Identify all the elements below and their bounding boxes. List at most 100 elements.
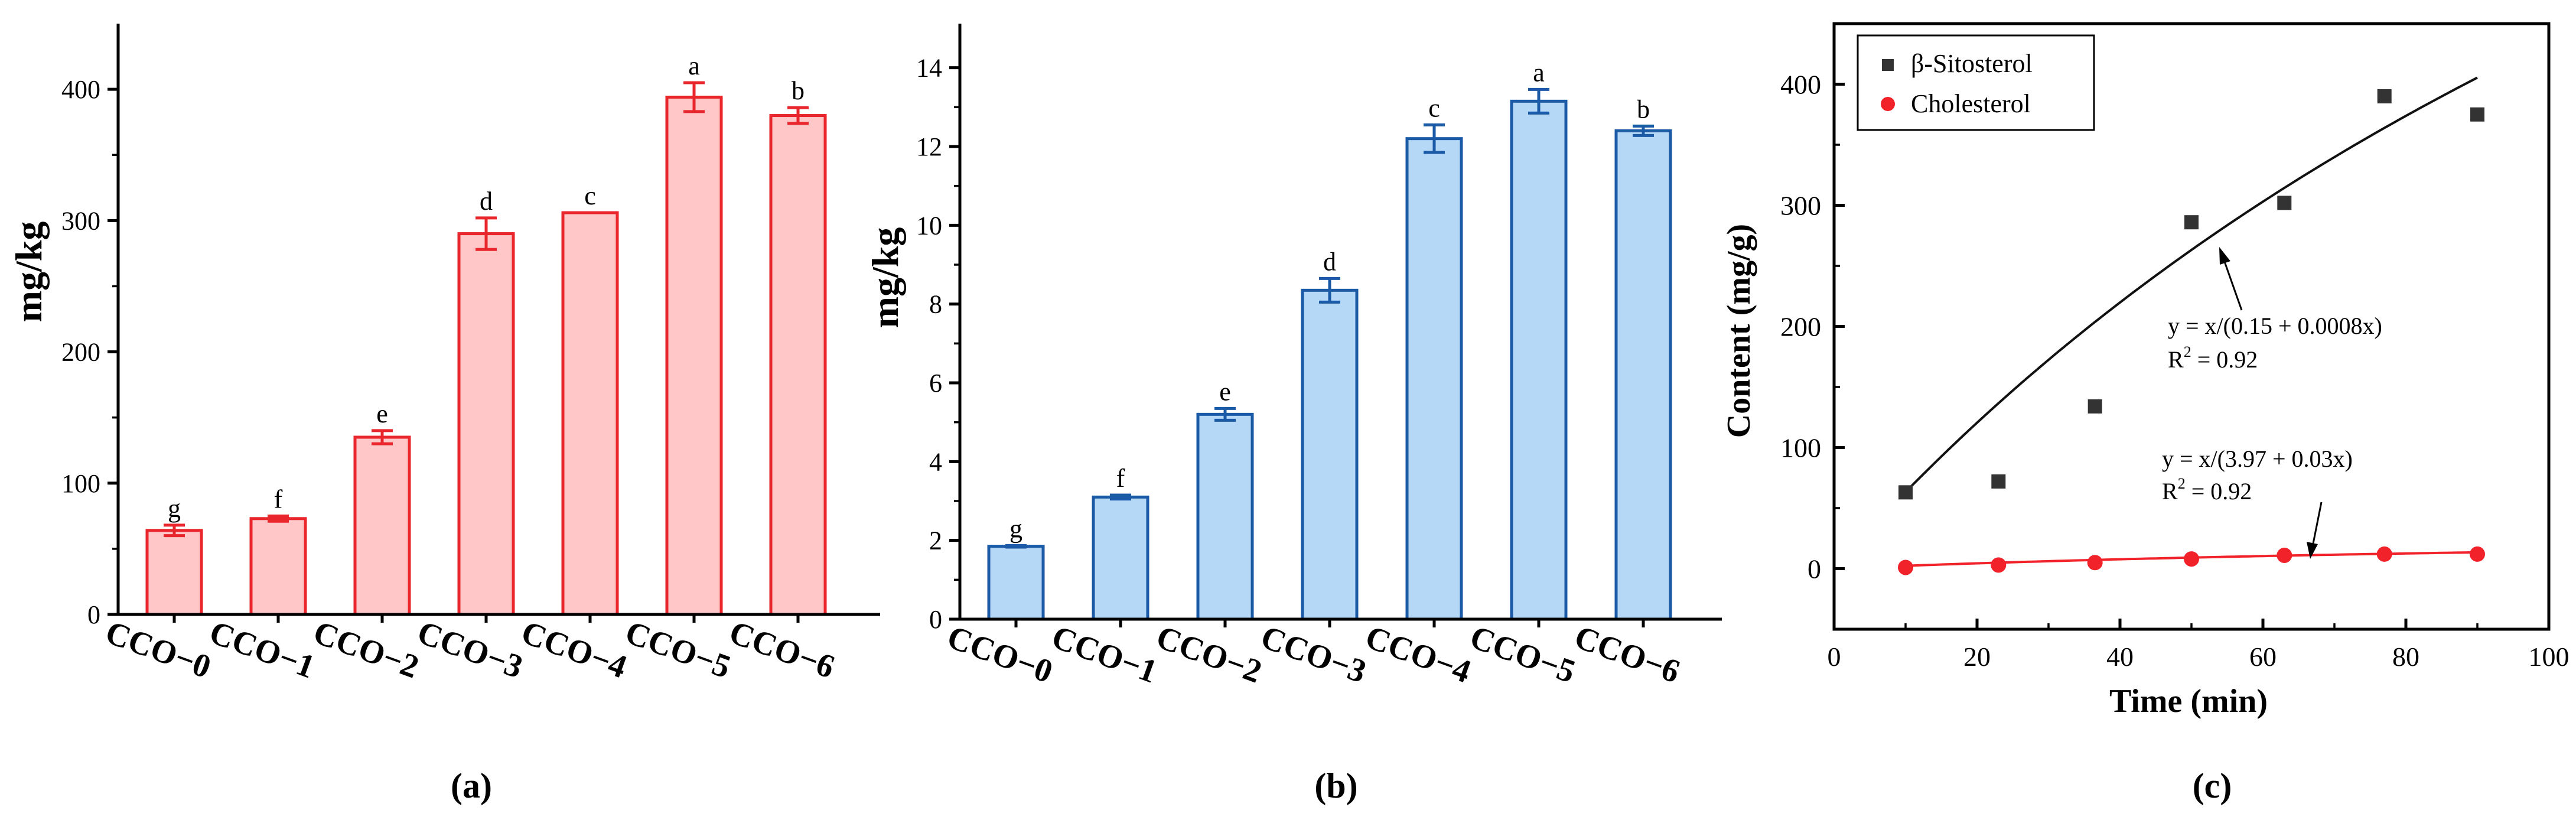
c-x-tick-label: 20 (1963, 642, 1991, 672)
c-legend-box (1857, 34, 2095, 131)
c-point-cholesterol (2376, 546, 2392, 562)
a-significance-letter: g (168, 494, 181, 523)
c-arrowhead-sitosterol (2219, 247, 2230, 265)
c-arrow-sitosterol (2223, 259, 2243, 311)
b-y-tick-label: 12 (916, 132, 942, 161)
b-significance-letter: a (1533, 58, 1545, 87)
c-point-sitosterol (1898, 485, 1913, 500)
b-x-tick-label: CCO−2 (1152, 619, 1266, 690)
c-x-tick-label: 100 (2529, 642, 2570, 672)
c-point-sitosterol (2377, 89, 2392, 103)
a-y-axis-label: mg/kg (8, 222, 50, 323)
b-y-tick-label: 8 (929, 290, 942, 319)
c-y-tick-label: 100 (1780, 433, 1821, 463)
c-x-tick-label: 60 (2249, 642, 2277, 672)
b-x-tick-label: CCO−3 (1256, 619, 1371, 690)
a-y-tick-label: 200 (61, 338, 100, 367)
c-point-cholesterol (2087, 555, 2103, 571)
a-significance-letter: d (480, 187, 493, 216)
a-x-tick-label: CCO−6 (725, 614, 839, 685)
c-legend-marker-cholesterol (1881, 97, 1895, 111)
b-significance-letter: c (1428, 93, 1440, 122)
b-y-tick-label: 10 (916, 211, 942, 240)
a-bar (353, 435, 411, 616)
c-legend-label-sitosterol: β-Sitosterol (1911, 49, 2033, 78)
b-bar (1405, 137, 1463, 621)
a-x-tick-label: CCO−3 (413, 614, 527, 685)
c-point-cholesterol (2470, 546, 2485, 562)
panel-label-c: (c) (2193, 766, 2232, 805)
c-r2-sitosterol: R2 = 0.92 (2168, 343, 2258, 373)
a-y-tick-label: 300 (61, 206, 100, 235)
c-legend-item-sitosterol: β-Sitosterol (1882, 49, 2033, 78)
b-bar (1510, 99, 1568, 621)
b-significance-letter: f (1116, 464, 1125, 493)
c-x-tick-label: 0 (1828, 642, 1841, 672)
c-fit-line-sitosterol (1904, 76, 2478, 493)
a-significance-letter: c (584, 181, 596, 210)
b-x-tick-label: CCO−6 (1570, 619, 1685, 690)
c-annotation-sitosterol: y = x/(0.15 + 0.0008x) R2 = 0.92 (2168, 247, 2382, 373)
c-y-tick-label: 300 (1780, 191, 1821, 221)
b-y-tick-label: 6 (929, 369, 942, 398)
b-bar (1614, 129, 1672, 621)
c-annotation-cholesterol: y = x/(3.97 + 0.03x) R2 = 0.92 (2162, 445, 2353, 559)
b-significance-letter: e (1219, 377, 1231, 406)
a-bar (249, 517, 307, 616)
b-y-tick-label: 0 (929, 605, 942, 634)
c-point-sitosterol (2087, 399, 2102, 414)
b-x-tick-label: CCO−0 (943, 619, 1057, 690)
b-bar (1301, 288, 1359, 621)
a-y-tick-label: 0 (87, 600, 100, 629)
panel-label-b: (b) (1314, 766, 1357, 805)
b-y-axis-label: mg/kg (864, 227, 906, 328)
a-x-tick-label: CCO−1 (205, 614, 320, 685)
c-equation-sitosterol: y = x/(0.15 + 0.0008x) (2168, 313, 2382, 339)
c-equation-cholesterol: y = x/(3.97 + 0.03x) (2162, 445, 2353, 472)
b-y-tick-label: 4 (929, 447, 942, 476)
panel-label-a: (a) (451, 766, 492, 805)
a-x-tick-label: CCO−4 (517, 614, 631, 685)
c-point-cholesterol (1898, 559, 1913, 575)
a-significance-letter: e (376, 399, 388, 428)
b-bars-group: g f e d c a b (987, 58, 1672, 621)
c-ticks: 0 20 40 60 80 100 0 100 200 300 400 (1780, 22, 2570, 672)
b-y-ticks: 0 2 4 6 8 10 12 14 (916, 54, 1645, 634)
c-legend-label-cholesterol: Cholesterol (1911, 89, 2031, 118)
a-y-tick-label: 100 (61, 469, 100, 498)
a-bar (561, 211, 619, 616)
c-y-axis-label: Content (mg/g) (1721, 224, 1757, 438)
b-y-tick-label: 14 (916, 54, 942, 83)
b-x-tick-label: CCO−5 (1466, 619, 1580, 690)
b-bar (1196, 412, 1254, 621)
a-significance-letter: f (274, 484, 283, 513)
a-x-tick-label: CCO−5 (621, 614, 735, 685)
b-bar (987, 545, 1045, 621)
b-significance-letter: b (1637, 95, 1650, 123)
c-point-sitosterol (2184, 215, 2199, 230)
scatter-chart-c: 0 20 40 60 80 100 0 100 200 300 400 Time (min) Con… (1721, 22, 2570, 720)
bar-chart-b: g f e d c a b 0 2 4 6 8 10 12 14 CCO−0CCO−1CCO−2CCO−3… (864, 24, 1722, 691)
c-x-tick-label: 80 (2392, 642, 2419, 672)
c-point-cholesterol (1991, 557, 2007, 573)
c-point-sitosterol (2277, 196, 2292, 210)
a-bars-group: g f e d c a b (145, 51, 827, 616)
a-x-tick-label: CCO−2 (309, 614, 424, 685)
a-significance-letter: b (792, 76, 805, 105)
a-y-tick-label: 400 (61, 75, 100, 104)
c-arrow-cholesterol (2311, 502, 2323, 547)
a-y-ticks: 0 100 200 300 400 (61, 75, 800, 629)
c-point-sitosterol (1991, 474, 2006, 489)
c-marks-group (1898, 76, 2485, 575)
a-x-tick-label: CCO−0 (101, 614, 216, 685)
c-point-cholesterol (2184, 551, 2199, 567)
c-point-cholesterol (2277, 547, 2292, 563)
b-significance-letter: g (1009, 514, 1022, 543)
c-x-tick-label: 40 (2106, 642, 2134, 672)
c-y-tick-label: 200 (1780, 312, 1821, 342)
c-arrowhead-cholesterol (2307, 542, 2318, 559)
